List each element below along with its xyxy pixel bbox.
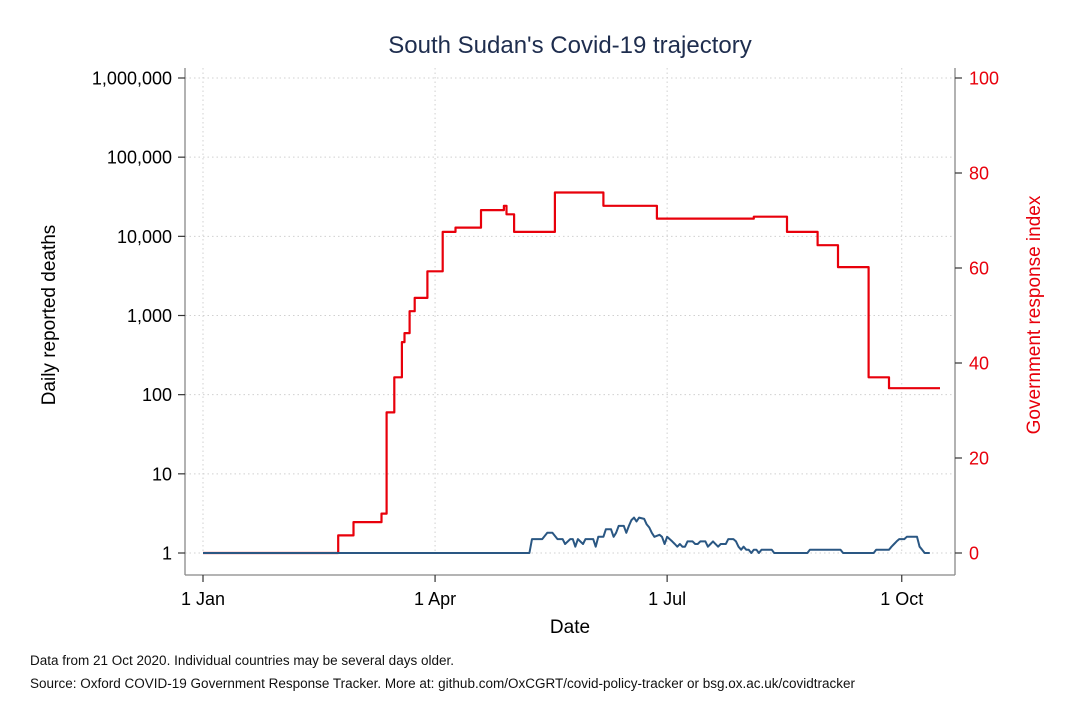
left-tick-label: 10 — [152, 464, 172, 484]
left-tick-label: 1 — [162, 544, 172, 564]
chart-svg: 1 10 100 1,000 10,000 100,000 1,000,000 0 20 40 60… — [39, 32, 1045, 638]
right-tick-label: 40 — [969, 354, 989, 374]
left-tick-label: 1,000 — [127, 306, 172, 326]
x-axis-label: Date — [550, 617, 590, 638]
left-tick-label: 1,000,000 — [92, 69, 172, 89]
series-lines — [203, 191, 940, 555]
x-tick-label: 1 Jan — [181, 589, 225, 609]
source-note: Source: Oxford COVID-19 Government Respo… — [30, 676, 856, 691]
left-tick-label: 10,000 — [117, 227, 172, 247]
right-tick-label: 20 — [969, 449, 989, 469]
right-tick-label: 100 — [969, 69, 999, 89]
chart-title: South Sudan's Covid-19 trajectory — [388, 32, 751, 59]
left-y-axis-label: Daily reported deaths — [39, 225, 60, 406]
right-tick-label: 60 — [969, 259, 989, 279]
left-tick-label: 100 — [142, 385, 172, 405]
data-date-note: Data from 21 Oct 2020. Individual countr… — [30, 653, 454, 668]
response-index-line — [203, 191, 940, 555]
right-tick-label: 80 — [969, 164, 989, 184]
daily-deaths-line — [203, 516, 930, 554]
axis-frame — [184, 68, 956, 576]
right-y-axis-label: Government response index — [1024, 195, 1045, 434]
right-tick-label: 0 — [969, 544, 979, 564]
left-tick-label: 100,000 — [107, 148, 172, 168]
gridlines — [185, 68, 955, 554]
x-tick-label: 1 Oct — [880, 589, 923, 609]
tick-marks: 1 10 100 1,000 10,000 100,000 1,000,000 0 20 40 60… — [92, 69, 999, 610]
x-tick-label: 1 Jul — [648, 589, 686, 609]
x-tick-label: 1 Apr — [414, 589, 456, 609]
